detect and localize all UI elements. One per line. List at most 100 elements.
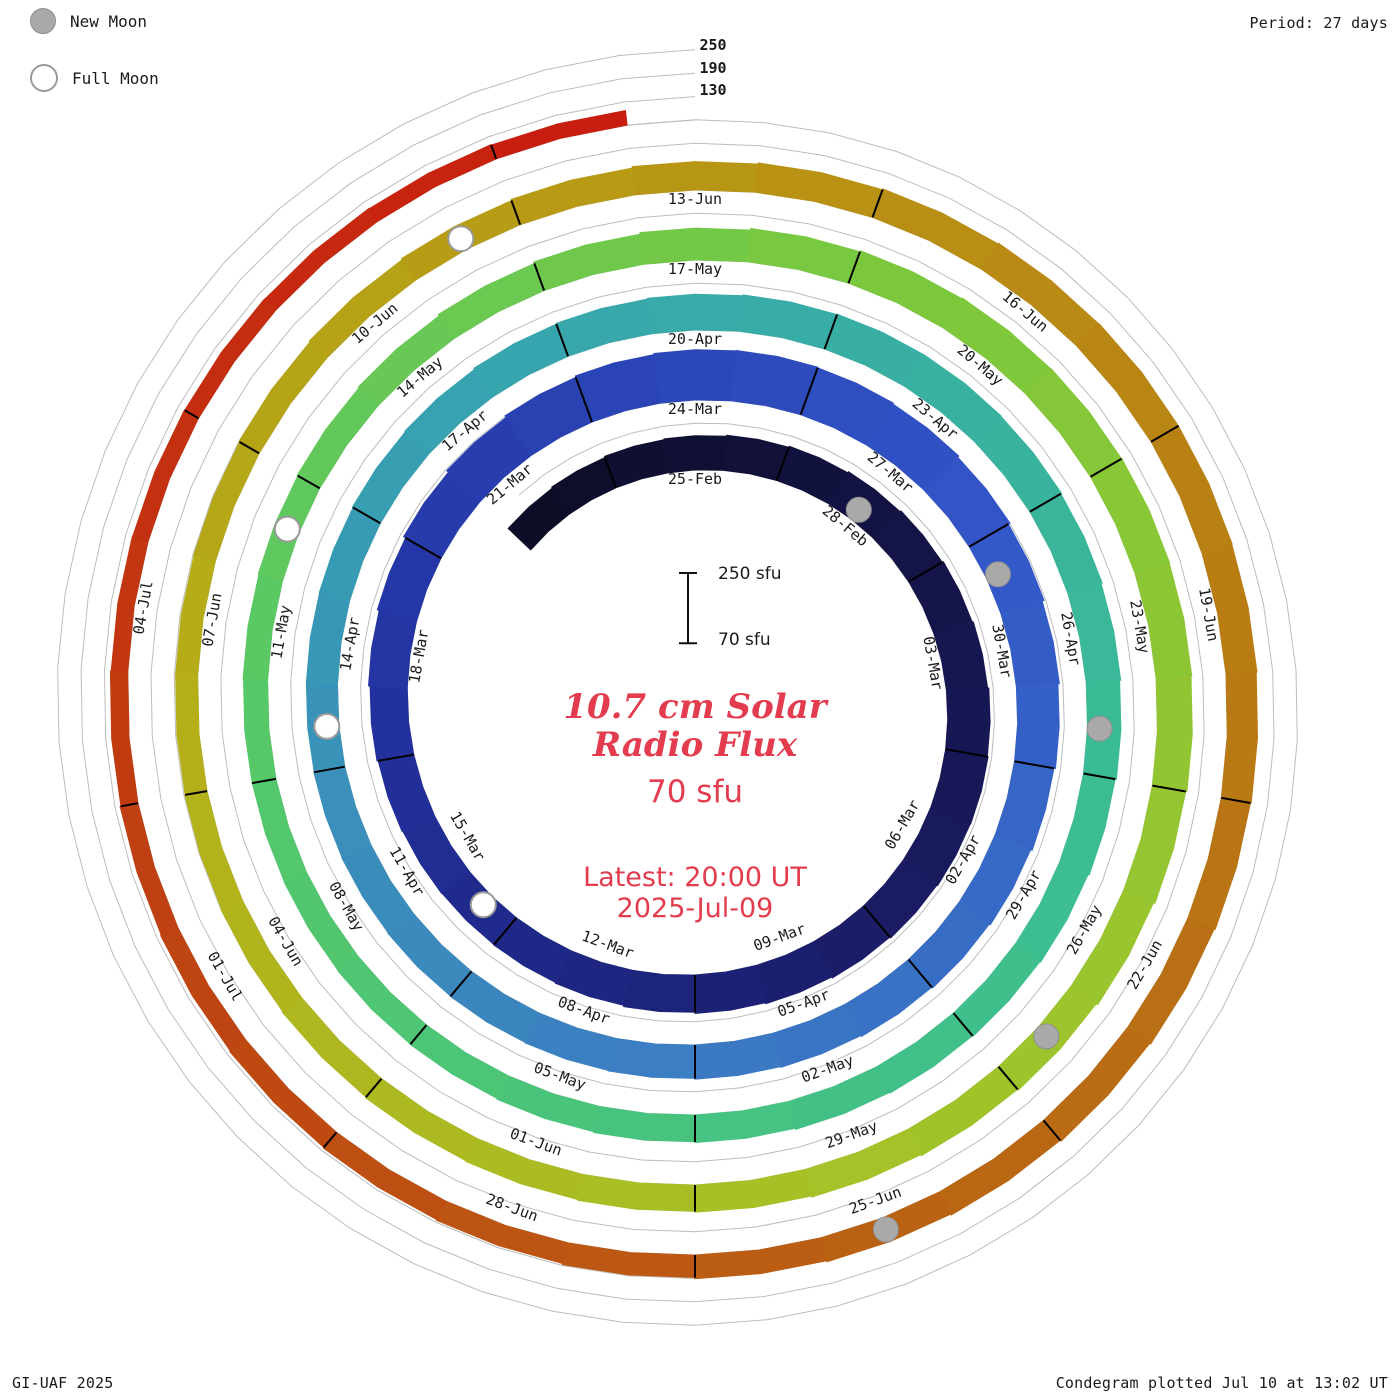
flux-day-segment: [561, 1242, 696, 1279]
date-tick-label: 17-May: [668, 260, 722, 278]
flux-day-segment: [364, 1078, 478, 1162]
flux-day-segment: [465, 1138, 585, 1201]
legend-new-moon: New Moon: [30, 8, 147, 34]
flux-day-segment: [490, 110, 628, 160]
flux-day-segment: [1187, 797, 1251, 930]
new-moon-marker: [1033, 1023, 1060, 1050]
new-moon-marker: [872, 1216, 899, 1243]
credit-right: Condegram plotted Jul 10 at 13:02 UT: [1055, 1374, 1388, 1392]
flux-day-segment: [318, 506, 381, 602]
latest-time-label: Latest: 20:00 UT: [583, 862, 807, 894]
flux-day-segment: [1150, 425, 1233, 554]
flux-day-segment: [351, 431, 430, 524]
flux-day-segment: [694, 1237, 828, 1280]
flux-day-segment: [1123, 785, 1187, 904]
flux-day-segment: [1014, 683, 1060, 770]
radial-scale-190: 190: [699, 59, 727, 77]
period-label: Period: 27 days: [1249, 14, 1388, 32]
flux-day-segment: [607, 1037, 696, 1079]
flux-day-segment: [368, 144, 497, 223]
flux-day-segment: [663, 435, 727, 474]
flux-day-segment: [175, 674, 208, 796]
flux-day-segment: [952, 943, 1041, 1037]
flux-day-segment: [754, 162, 884, 218]
new-moon-marker: [845, 496, 872, 523]
full-moon-marker: [313, 712, 341, 740]
flux-day-segment: [1059, 773, 1116, 876]
flux-day-segment: [449, 970, 541, 1044]
flux-day-segment: [938, 1119, 1061, 1216]
flux-day-segment: [238, 341, 328, 454]
flux-day-segment: [109, 670, 139, 807]
flux-day-segment: [322, 1131, 447, 1221]
full-moon-marker: [447, 225, 475, 253]
flux-day-segment: [1089, 457, 1171, 574]
new-moon-marker: [1086, 715, 1113, 742]
flux-day-segment: [377, 754, 436, 832]
flux-day-segment: [437, 262, 545, 340]
flux-day-segment: [871, 188, 999, 270]
flux-day-segment: [313, 766, 372, 858]
chart-title-line2: Radio Flux: [592, 725, 798, 766]
flux-day-segment: [694, 1169, 812, 1213]
legend-full-moon: Full Moon: [30, 64, 159, 92]
date-tick-label: 25-Feb: [668, 470, 722, 488]
center-title-block: 10.7 cm Solar Radio Flux 70 sfu Latest: …: [563, 688, 826, 924]
flux-day-segment: [593, 1106, 696, 1143]
flux-day-segment: [337, 955, 428, 1045]
full-moon-icon: [30, 64, 58, 92]
flux-day-segment: [473, 323, 569, 398]
date-tick-label: 20-Apr: [668, 330, 722, 348]
flux-day-segment: [647, 293, 744, 335]
flux-day-segment: [847, 250, 963, 329]
flux-day-segment: [193, 441, 260, 562]
flux-day-segment: [994, 760, 1055, 851]
flux-day-segment: [746, 227, 861, 284]
flux-day-segment: [1024, 368, 1123, 478]
flux-day-segment: [119, 802, 179, 936]
new-moon-icon: [30, 8, 56, 34]
current-flux-value: 70 sfu: [646, 774, 744, 811]
flux-day-segment: [131, 409, 200, 542]
scale-bar-top-label: 250 sfu: [718, 564, 782, 584]
flux-day-segment: [387, 913, 473, 997]
new-moon-marker: [985, 561, 1011, 588]
flux-day-segment: [296, 387, 379, 489]
radial-scale-130: 130: [699, 81, 727, 99]
legend-new-moon-label: New Moon: [70, 11, 148, 31]
full-moon-marker: [273, 515, 301, 543]
flux-day-segment: [1029, 493, 1103, 594]
flux-day-segment: [409, 1024, 510, 1100]
flux-day-segment: [824, 313, 926, 387]
flux-scale-bar: [679, 572, 697, 645]
flux-day-segment: [653, 349, 737, 404]
credit-left: GI-UAF 2025: [12, 1374, 114, 1392]
flux-day-segment: [369, 685, 415, 762]
legend-full-moon-label: Full Moon: [72, 68, 159, 88]
flux-day-segment: [738, 294, 838, 350]
flux-day-segment: [876, 1012, 974, 1094]
flux-day-segment: [945, 687, 991, 758]
moon-markers: [273, 225, 1113, 1243]
chart-title-line1: 10.7 cm Solar: [563, 687, 827, 727]
flux-day-segment: [639, 227, 751, 265]
date-tick-label: 24-Mar: [668, 400, 722, 418]
flux-day-segment: [555, 298, 653, 357]
flux-day-segment: [251, 778, 308, 883]
flux-day-segment: [694, 1100, 796, 1144]
latest-date-label: 2025-Jul-09: [616, 893, 774, 925]
date-tick-label: 13-Jun: [668, 190, 722, 208]
flux-day-segment: [533, 233, 644, 292]
flux-day-segment: [242, 678, 277, 784]
flux-day-segment: [184, 298, 277, 419]
radial-scale-250: 250: [699, 36, 727, 54]
day-ticks: [120, 144, 1251, 1278]
full-moon-marker: [469, 891, 497, 919]
flux-day-segment: [623, 969, 696, 1013]
flux-day-segment: [907, 1066, 1019, 1157]
flux-day-segment: [1151, 675, 1193, 793]
flux-day-segment: [694, 964, 767, 1015]
flux-day-segment: [281, 997, 383, 1098]
